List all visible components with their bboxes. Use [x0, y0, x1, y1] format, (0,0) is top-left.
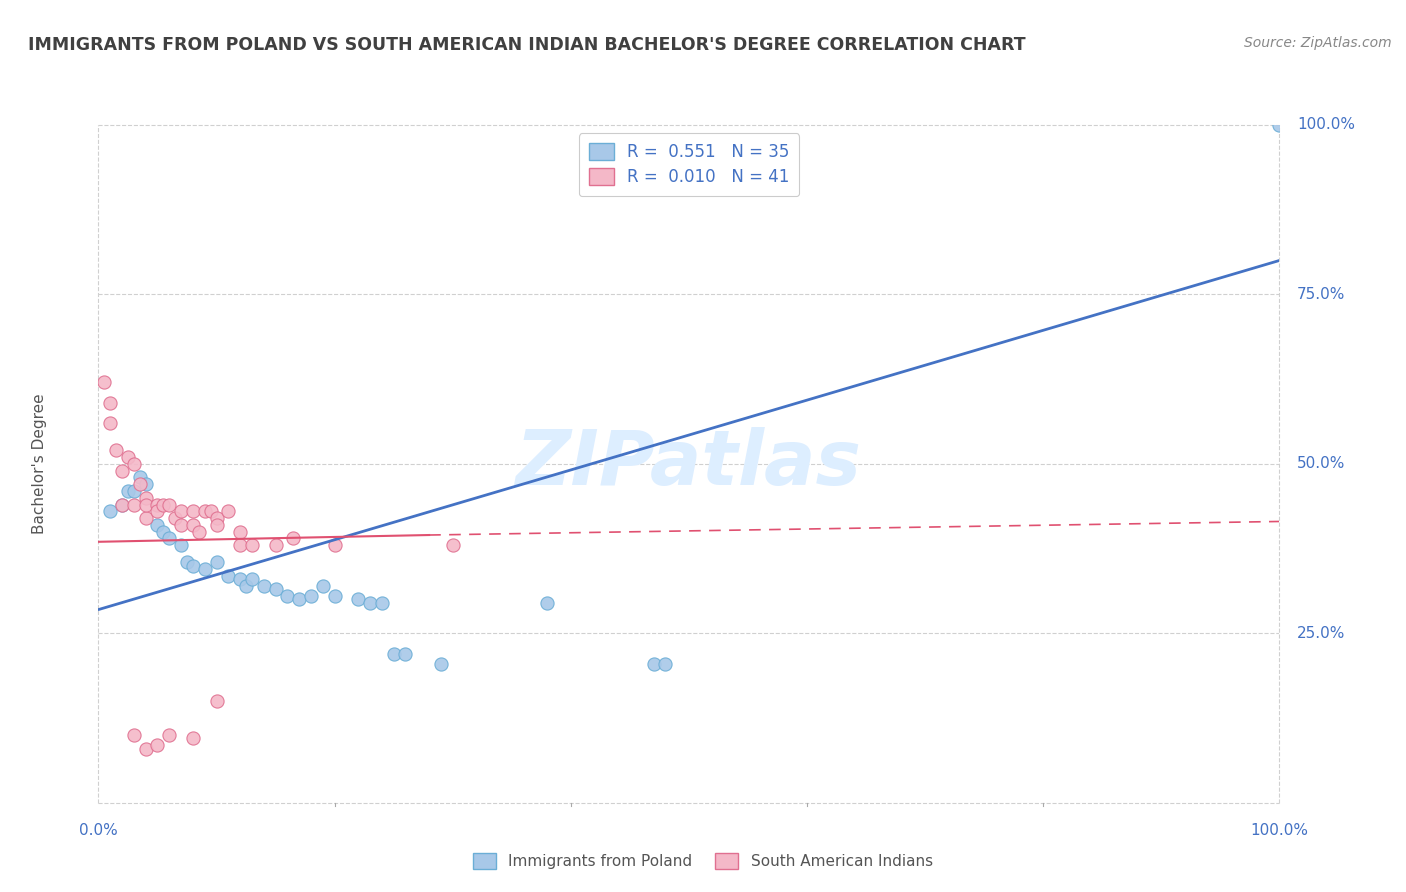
Point: [536, 596, 558, 610]
Point: [1268, 118, 1291, 132]
Point: [205, 511, 228, 525]
Point: [181, 558, 204, 573]
Point: [229, 572, 252, 586]
Point: [643, 657, 665, 671]
Text: ZIPatlas: ZIPatlas: [516, 427, 862, 500]
Text: 100.0%: 100.0%: [1298, 118, 1355, 132]
Point: [135, 511, 157, 525]
Point: [264, 538, 287, 552]
Point: [394, 647, 416, 661]
Point: [157, 728, 180, 742]
Point: [93, 376, 115, 390]
Point: [430, 657, 453, 671]
Point: [146, 517, 169, 532]
Point: [117, 450, 139, 464]
Point: [323, 589, 346, 603]
Point: [240, 572, 263, 586]
Text: Source: ZipAtlas.com: Source: ZipAtlas.com: [1244, 36, 1392, 50]
Point: [117, 483, 139, 498]
Point: [323, 538, 346, 552]
Point: [170, 517, 193, 532]
Point: [205, 517, 228, 532]
Point: [654, 657, 676, 671]
Point: [187, 524, 209, 539]
Point: [135, 741, 157, 756]
Point: [170, 538, 193, 552]
Point: [217, 568, 239, 582]
Point: [200, 504, 222, 518]
Point: [98, 504, 121, 518]
Point: [229, 524, 252, 539]
Text: 50.0%: 50.0%: [1298, 457, 1346, 471]
Point: [111, 498, 134, 512]
Text: Bachelor's Degree: Bachelor's Degree: [32, 393, 46, 534]
Point: [128, 477, 150, 491]
Point: [347, 592, 370, 607]
Point: [176, 555, 198, 569]
Point: [135, 477, 157, 491]
Text: IMMIGRANTS FROM POLAND VS SOUTH AMERICAN INDIAN BACHELOR'S DEGREE CORRELATION CH: IMMIGRANTS FROM POLAND VS SOUTH AMERICAN…: [28, 36, 1026, 54]
Point: [253, 579, 276, 593]
Point: [152, 524, 174, 539]
Point: [122, 483, 145, 498]
Point: [98, 416, 121, 430]
Legend: Immigrants from Poland, South American Indians: Immigrants from Poland, South American I…: [467, 847, 939, 875]
Point: [229, 538, 252, 552]
Point: [170, 504, 193, 518]
Point: [359, 596, 381, 610]
Point: [146, 738, 169, 752]
Text: 75.0%: 75.0%: [1298, 287, 1346, 301]
Point: [382, 647, 405, 661]
Point: [194, 562, 217, 576]
Point: [165, 511, 187, 525]
Legend: R =  0.551   N = 35, R =  0.010   N = 41: R = 0.551 N = 35, R = 0.010 N = 41: [579, 133, 799, 196]
Point: [111, 498, 134, 512]
Point: [146, 504, 169, 518]
Point: [157, 498, 180, 512]
Point: [146, 498, 169, 512]
Point: [157, 532, 180, 546]
Point: [135, 498, 157, 512]
Point: [276, 589, 298, 603]
Point: [181, 517, 204, 532]
Point: [152, 498, 174, 512]
Point: [205, 694, 228, 708]
Point: [122, 728, 145, 742]
Point: [98, 396, 121, 410]
Text: 100.0%: 100.0%: [1250, 823, 1309, 838]
Point: [181, 504, 204, 518]
Point: [312, 579, 335, 593]
Point: [122, 457, 145, 471]
Point: [441, 538, 464, 552]
Point: [128, 470, 150, 484]
Point: [194, 504, 217, 518]
Point: [111, 464, 134, 478]
Point: [299, 589, 322, 603]
Point: [288, 592, 311, 607]
Text: 25.0%: 25.0%: [1298, 626, 1346, 640]
Point: [122, 498, 145, 512]
Point: [235, 579, 257, 593]
Point: [181, 731, 204, 746]
Text: 0.0%: 0.0%: [79, 823, 118, 838]
Point: [217, 504, 239, 518]
Point: [205, 555, 228, 569]
Point: [135, 491, 157, 505]
Point: [371, 596, 394, 610]
Point: [283, 532, 305, 546]
Point: [264, 582, 287, 597]
Point: [240, 538, 263, 552]
Point: [105, 443, 128, 458]
